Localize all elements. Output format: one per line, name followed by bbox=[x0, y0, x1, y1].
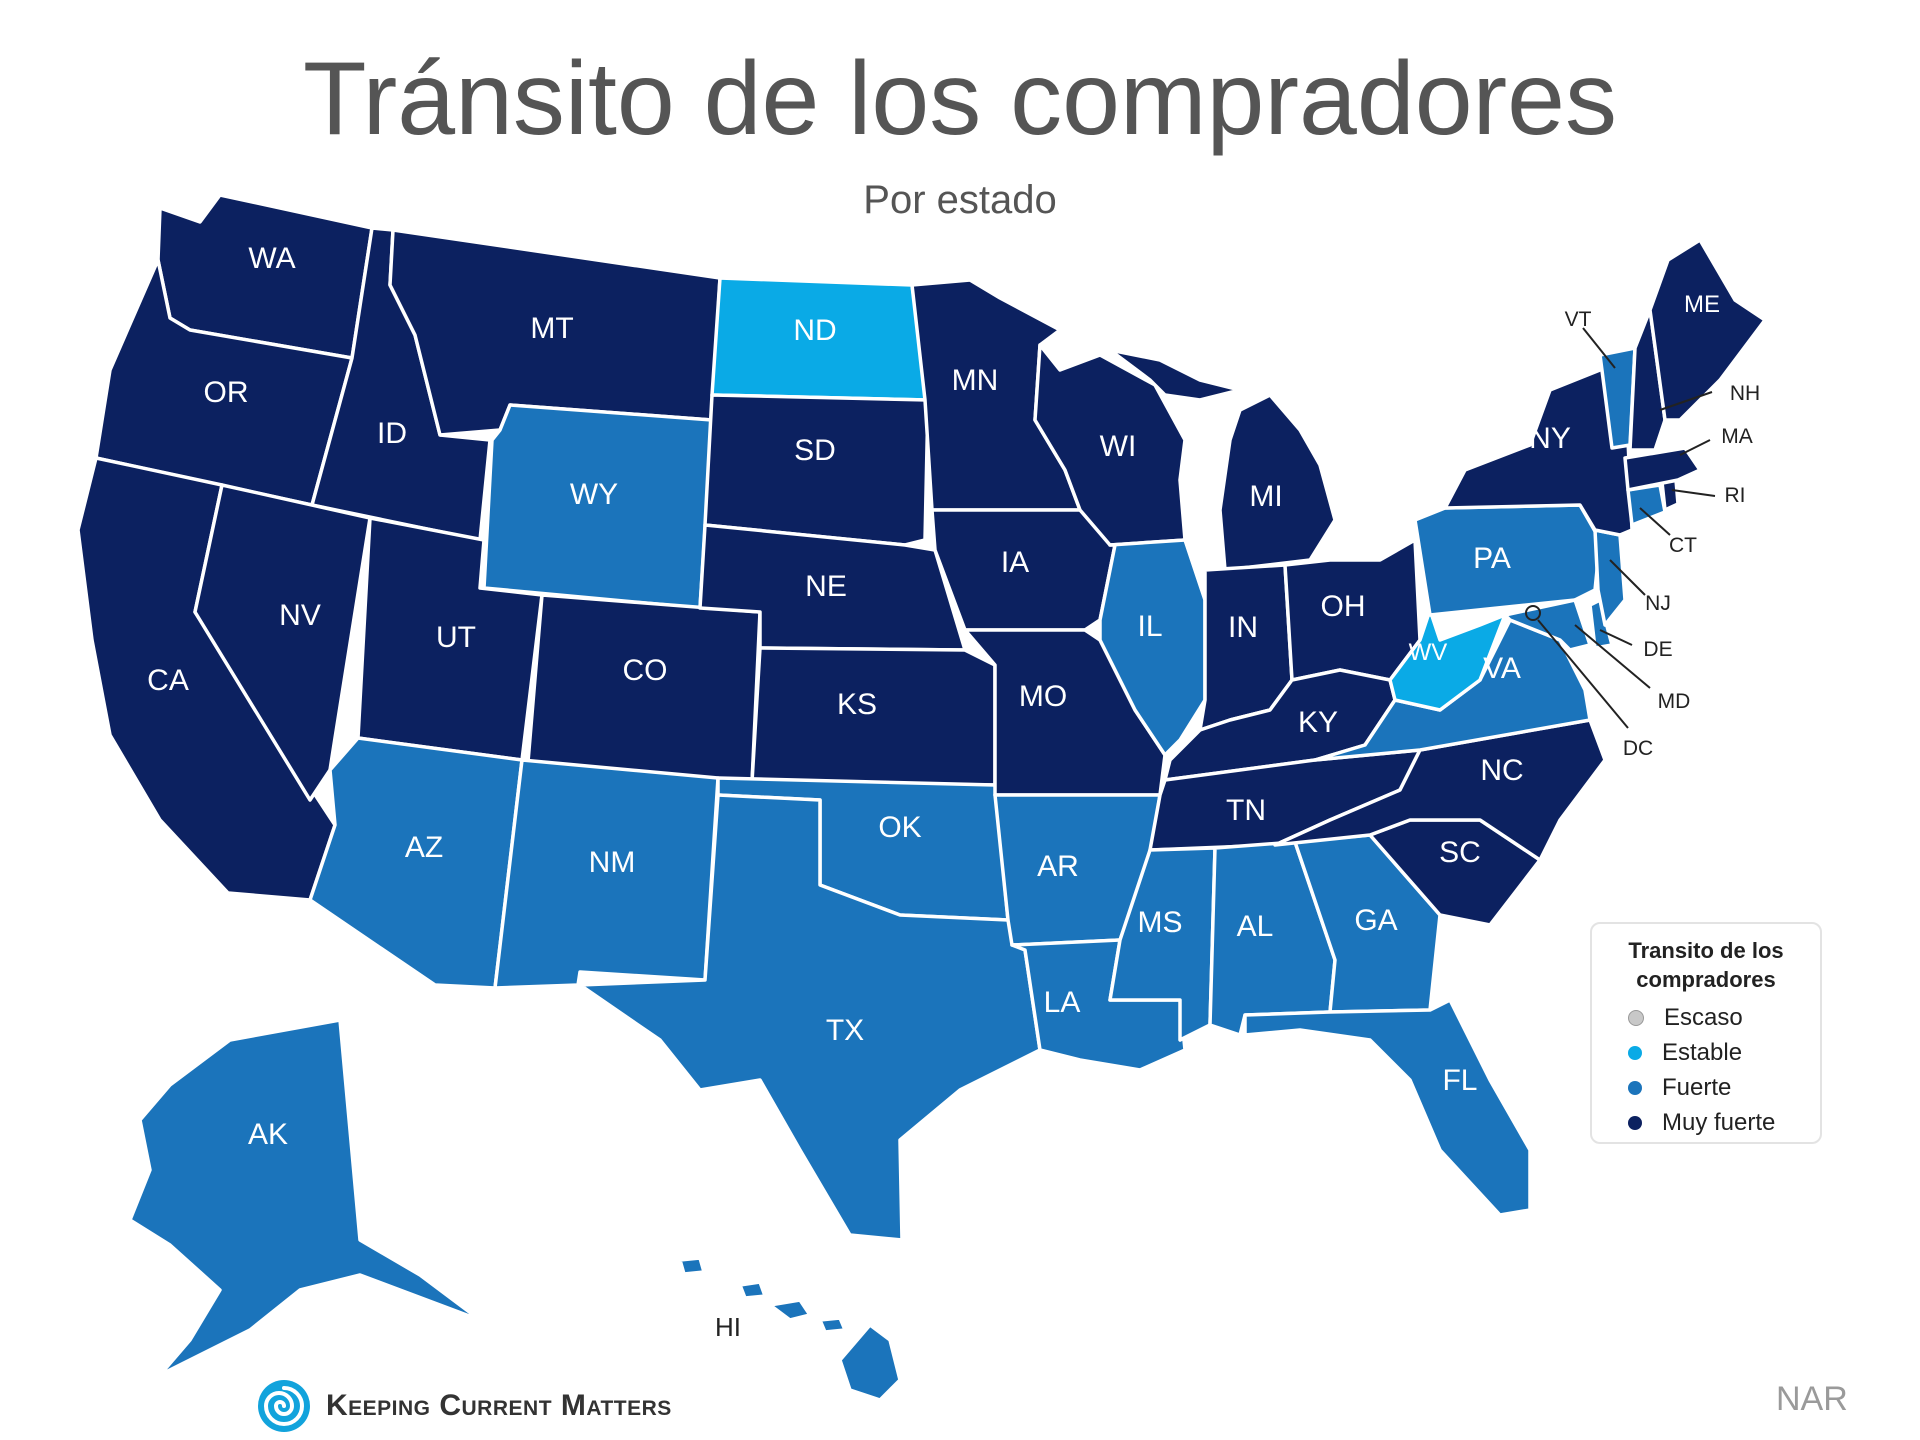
state-de[interactable] bbox=[1588, 598, 1614, 650]
state-co[interactable] bbox=[526, 593, 762, 784]
state-labels: WA OR CA ID NV MT WY UT CO AZ NM ND SD N… bbox=[147, 242, 1720, 1151]
state-fl[interactable] bbox=[1243, 998, 1532, 1217]
logo-text: Keeping Current Matters bbox=[326, 1389, 672, 1422]
label-ct: CT bbox=[1669, 534, 1697, 557]
label-wi: WI bbox=[1100, 430, 1137, 463]
label-ky: KY bbox=[1298, 706, 1338, 739]
state-nh[interactable] bbox=[1628, 308, 1667, 452]
label-wy: WY bbox=[570, 478, 618, 511]
legend-title-line2: compradores bbox=[1636, 967, 1776, 992]
label-nm: NM bbox=[589, 846, 636, 879]
legend-label-fuerte: Fuerte bbox=[1662, 1073, 1732, 1101]
legend-item-escaso: Escaso bbox=[1628, 1000, 1820, 1035]
label-pa: PA bbox=[1473, 542, 1511, 575]
label-md: MD bbox=[1658, 690, 1691, 713]
legend-label-escaso: Escaso bbox=[1664, 1003, 1743, 1031]
label-az: AZ bbox=[405, 831, 443, 864]
label-or: OR bbox=[204, 376, 249, 409]
label-tx: TX bbox=[826, 1014, 864, 1047]
legend-label-estable: Estable bbox=[1662, 1038, 1743, 1066]
label-wv: WV bbox=[1409, 639, 1448, 666]
label-ca: CA bbox=[147, 664, 189, 697]
legend-swatch-estable bbox=[1628, 1045, 1642, 1060]
state-ma[interactable] bbox=[1623, 446, 1702, 492]
label-ny: NY bbox=[1529, 422, 1571, 455]
legend-item-estable: Estable bbox=[1628, 1035, 1820, 1070]
legend: Transito de los compradores Escaso Estab… bbox=[1590, 922, 1822, 1144]
state-wv[interactable] bbox=[1388, 608, 1507, 712]
label-ms: MS bbox=[1138, 906, 1183, 939]
state-il[interactable] bbox=[1098, 538, 1207, 757]
state-mi[interactable] bbox=[1218, 393, 1337, 572]
label-ia: IA bbox=[1001, 546, 1029, 579]
label-ok: OK bbox=[878, 811, 921, 844]
label-va: VA bbox=[1483, 652, 1521, 685]
label-mn: MN bbox=[952, 364, 999, 397]
state-hi-islands[interactable] bbox=[678, 1256, 847, 1334]
label-fl: FL bbox=[1442, 1064, 1477, 1097]
legend-title: Transito de los compradores bbox=[1592, 936, 1820, 994]
state-ak[interactable] bbox=[128, 1018, 482, 1377]
label-sd: SD bbox=[794, 434, 836, 467]
page-title: Tránsito de los compradores bbox=[302, 41, 1618, 157]
label-de: DE bbox=[1643, 638, 1672, 661]
label-il: IL bbox=[1137, 610, 1162, 643]
label-tn: TN bbox=[1226, 794, 1266, 827]
state-mi-upper[interactable] bbox=[1108, 348, 1242, 402]
label-mi: MI bbox=[1249, 480, 1282, 513]
state-hi[interactable] bbox=[838, 1323, 902, 1402]
legend-label-muy-fuerte: Muy fuerte bbox=[1662, 1108, 1776, 1136]
label-ma: MA bbox=[1721, 425, 1753, 448]
state-ct[interactable] bbox=[1626, 483, 1667, 527]
label-ga: GA bbox=[1354, 904, 1397, 937]
state-wi[interactable] bbox=[1033, 343, 1187, 547]
label-id: ID bbox=[377, 417, 407, 450]
label-ri: RI bbox=[1725, 484, 1746, 507]
state-sd[interactable] bbox=[703, 393, 930, 547]
label-ne: NE bbox=[805, 570, 847, 603]
label-hi: HI bbox=[715, 1312, 741, 1342]
legend-item-muy-fuerte: Muy fuerte bbox=[1628, 1105, 1820, 1140]
label-dc: DC bbox=[1623, 737, 1653, 760]
kcm-logo: Keeping Current Matters bbox=[256, 1378, 672, 1434]
legend-swatch-escaso bbox=[1628, 1009, 1644, 1026]
label-me: ME bbox=[1684, 291, 1720, 318]
label-nj: NJ bbox=[1645, 592, 1671, 615]
legend-swatch-muy-fuerte bbox=[1628, 1115, 1642, 1130]
label-oh: OH bbox=[1321, 590, 1366, 623]
state-me[interactable] bbox=[1648, 238, 1767, 422]
label-la: LA bbox=[1044, 986, 1081, 1019]
legend-title-line1: Transito de los bbox=[1628, 938, 1784, 963]
label-nh: NH bbox=[1730, 382, 1760, 405]
swirl-icon bbox=[258, 1380, 310, 1432]
source-label: NAR bbox=[1776, 1380, 1848, 1418]
label-nd: ND bbox=[793, 314, 836, 347]
label-sc: SC bbox=[1439, 836, 1481, 869]
label-co: CO bbox=[623, 654, 668, 687]
exterior-labels: VT NH MA RI CT NJ DE MD DC HI bbox=[715, 308, 1760, 1342]
label-al: AL bbox=[1237, 910, 1274, 943]
label-ak: AK bbox=[248, 1118, 288, 1151]
label-ks: KS bbox=[837, 688, 877, 721]
label-vt: VT bbox=[1565, 308, 1592, 331]
label-in: IN bbox=[1228, 611, 1258, 644]
state-tx[interactable] bbox=[578, 793, 1042, 1242]
label-wa: WA bbox=[248, 242, 295, 275]
label-ut: UT bbox=[436, 621, 476, 654]
legend-item-fuerte: Fuerte bbox=[1628, 1070, 1820, 1105]
state-nc[interactable] bbox=[1273, 718, 1607, 862]
label-ar: AR bbox=[1037, 850, 1079, 883]
label-nv: NV bbox=[279, 599, 321, 632]
page-subtitle: Por estado bbox=[863, 178, 1057, 222]
legend-swatch-fuerte bbox=[1628, 1080, 1642, 1095]
label-mt: MT bbox=[530, 312, 573, 345]
label-nc: NC bbox=[1480, 754, 1523, 787]
label-mo: MO bbox=[1019, 680, 1067, 713]
